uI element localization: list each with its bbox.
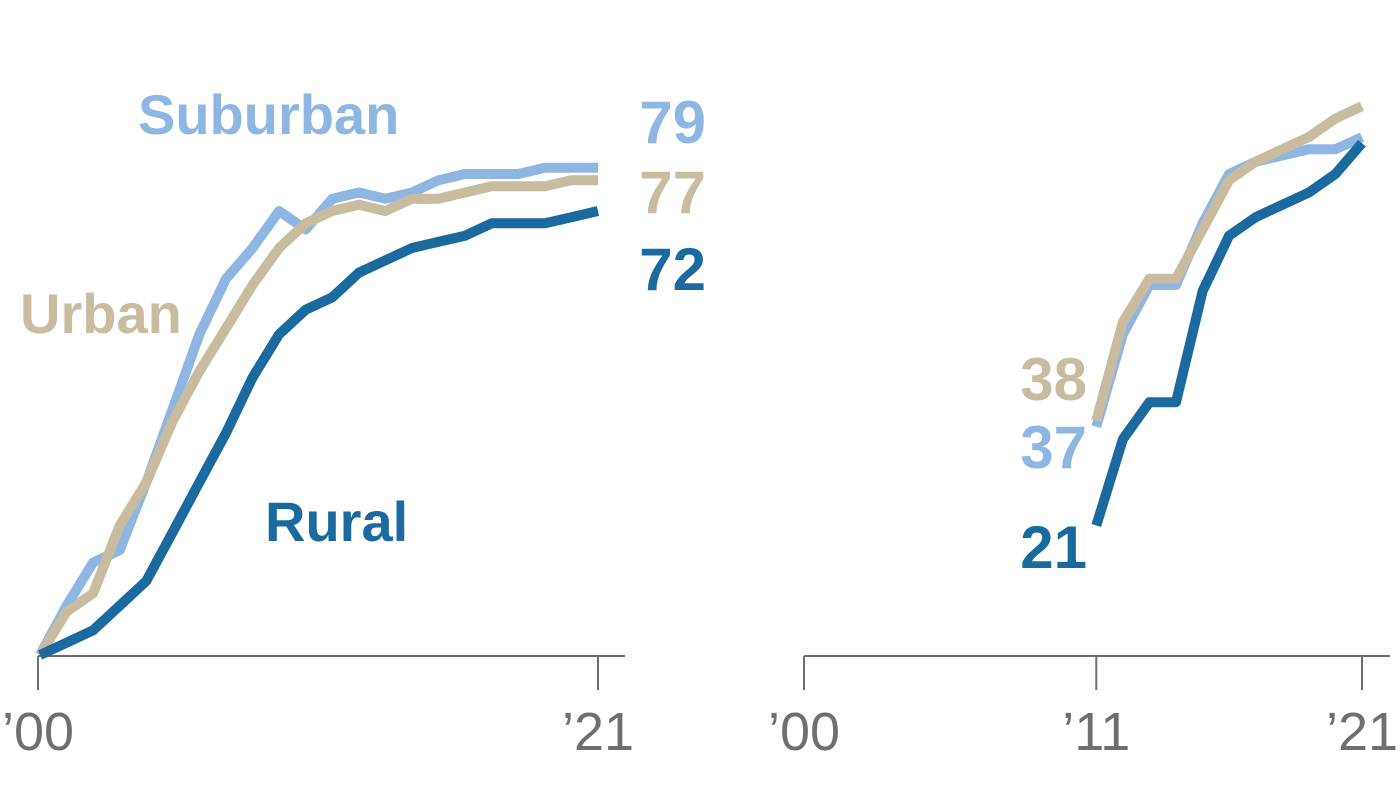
value-label-suburban: 37 (1020, 414, 1087, 481)
series-name-label-urban: Urban (20, 282, 182, 345)
series-line-urban (1091, 101, 1365, 423)
series-name-label-suburban: Suburban (138, 83, 399, 146)
series-line-rural (1091, 139, 1366, 527)
x-tick-label: ’11 (1062, 702, 1130, 762)
x-tick-label: ’00 (2, 702, 74, 762)
value-label-rural: 21 (1020, 514, 1087, 581)
value-label-rural: 72 (639, 236, 706, 303)
series-name-label-rural: Rural (265, 490, 408, 553)
series-line-urban (35, 175, 598, 658)
series-line-suburban (35, 162, 598, 658)
x-tick-label: ’00 (768, 702, 840, 762)
value-label-suburban: 79 (639, 89, 706, 156)
x-tick-label: ’21 (562, 702, 634, 762)
value-label-urban: 77 (639, 159, 706, 226)
series-line-rural (37, 206, 600, 660)
value-label-urban: 38 (1020, 346, 1087, 413)
x-tick-label: ’21 (1326, 702, 1398, 762)
